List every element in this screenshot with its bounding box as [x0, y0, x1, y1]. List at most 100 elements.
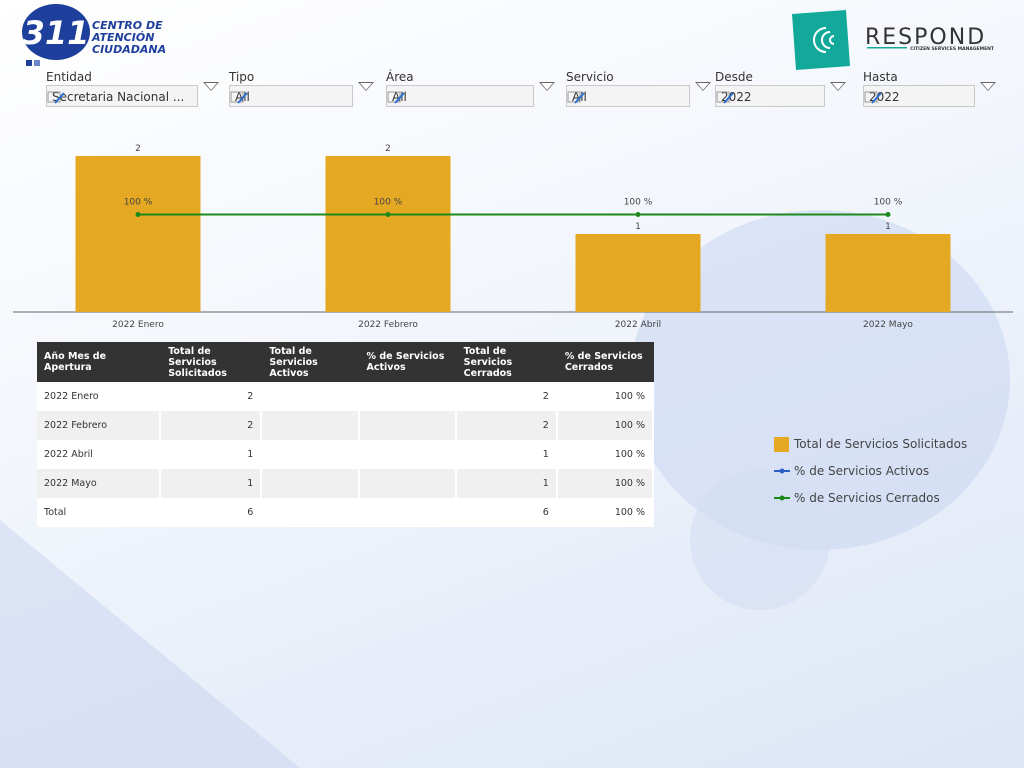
table-row: 2022 Mayo 1 1 100 % [37, 469, 654, 498]
table-cell: 100 % [557, 411, 654, 440]
filter-box[interactable]: 2022 [863, 85, 975, 107]
data-label: 2 [385, 144, 391, 154]
table-cell [262, 498, 360, 527]
filter-dropdown[interactable] [695, 82, 711, 91]
column-header: Año Mes de Apertura [37, 342, 162, 382]
legend: Total de Servicios Solicitados % de Servi… [774, 430, 967, 511]
column-header: Total de Servicios Activos [262, 342, 360, 382]
x-tick-label: 2022 Abril [615, 320, 661, 330]
data-label: 1 [885, 222, 891, 232]
table-cell: 2022 Febrero [37, 411, 162, 440]
table-cell [262, 411, 360, 440]
table-cell: 1 [161, 440, 263, 469]
filter: ServicioAll [566, 70, 720, 107]
table-cell [262, 469, 360, 498]
line-point [385, 212, 391, 217]
line-point [635, 212, 641, 217]
legend-swatch [774, 436, 789, 452]
icon-part [237, 92, 248, 104]
filter-dropdown[interactable] [539, 82, 555, 91]
bar [325, 156, 451, 312]
legend-item[interactable]: % de Servicios Cerrados [774, 484, 967, 511]
filter: Desde 2022 [715, 70, 855, 107]
filter-box[interactable]: Secretaria Nacional ... [46, 85, 198, 107]
table-cell: 1 [456, 469, 558, 498]
table-cell: 100 % [557, 382, 654, 411]
data-label: 100 % [374, 198, 403, 208]
filter-dropdown[interactable] [830, 82, 846, 91]
filter-icon [864, 91, 882, 104]
x-tick-label: 2022 Enero [112, 320, 164, 330]
icon-part [394, 92, 405, 104]
watermark [690, 470, 830, 610]
legend-label: Total de Servicios Solicitados [794, 436, 968, 451]
filter-dropdown[interactable] [203, 82, 219, 91]
filter-dropdown[interactable] [980, 82, 996, 91]
watermark [0, 520, 300, 768]
filter: Entidad Secretaria Nacional ... [46, 70, 228, 107]
column-header: Total de Servicios Solicitados [161, 342, 263, 382]
filter-box[interactable]: All [229, 85, 353, 107]
table-cell: 1 [456, 440, 558, 469]
bar [75, 156, 201, 312]
data-label: 100 % [874, 198, 903, 208]
data-label: 1 [635, 222, 641, 232]
swatch [779, 468, 785, 473]
filter-icon [567, 91, 585, 104]
table-row: Total 6 6 100 % [37, 498, 654, 527]
table-cell: 2022 Mayo [37, 469, 162, 498]
filter-label: Entidad [46, 70, 92, 84]
logo-badge [22, 4, 90, 60]
logo-text: CIUDADANA [92, 43, 166, 56]
table-cell: 2 [456, 411, 558, 440]
filter: ÁreaAll [386, 70, 564, 107]
filter-label: Tipo [229, 70, 255, 84]
icon-part [574, 92, 585, 104]
filter: Hasta 2022 [863, 70, 1005, 107]
column-header: % de Servicios Cerrados [557, 342, 654, 382]
swatch [779, 495, 785, 500]
table-cell: 2 [456, 382, 558, 411]
legend-item[interactable]: Total de Servicios Solicitados [774, 430, 967, 457]
table-cell: 1 [161, 469, 263, 498]
filter-box[interactable]: 2022 [715, 85, 825, 107]
legend-label: % de Servicios Activos [794, 463, 930, 478]
table-cell [359, 440, 457, 469]
filter: TipoAll [229, 70, 383, 107]
table-cell: 2022 Abril [37, 440, 162, 469]
logo-dot [34, 60, 40, 66]
legend-item[interactable]: % de Servicios Activos [774, 457, 967, 484]
table-cell [359, 469, 457, 498]
data-label: 100 % [624, 198, 653, 208]
table-cell: 2 [161, 382, 263, 411]
filter-label: Servicio [566, 70, 614, 84]
table-row: 2022 Abril 1 1 100 % [37, 440, 654, 469]
respond-name: RESPOND [865, 25, 986, 50]
icon-part [871, 92, 882, 104]
filter-dropdown[interactable] [358, 82, 374, 91]
legend-swatch [774, 468, 790, 473]
filter-icon [387, 91, 405, 104]
respond-rule [867, 47, 907, 49]
table-cell: 100 % [557, 440, 654, 469]
filter-icon [47, 91, 65, 104]
bar [825, 234, 951, 312]
table-cell: 100 % [557, 498, 654, 527]
icon-part [723, 92, 734, 104]
table-header: Año Mes de Apertura Total de Servicios So… [37, 342, 654, 382]
table-row: 2022 Febrero 2 2 100 % [37, 411, 654, 440]
filter-label: Área [386, 70, 414, 84]
table-cell [359, 411, 457, 440]
respond-icon [813, 27, 835, 53]
filter-box[interactable]: All [386, 85, 534, 107]
table-cell [359, 382, 457, 411]
bar [575, 234, 701, 312]
legend-swatch [774, 495, 790, 500]
table-cell: Total [37, 498, 162, 527]
filter-box[interactable]: All [566, 85, 690, 107]
table-cell: 2022 Enero [37, 382, 162, 411]
logo-dot [26, 60, 32, 66]
table-body: 2022 Enero 2 2 100 % 2022 Febrero 2 2 100 % 2022… [37, 382, 654, 527]
